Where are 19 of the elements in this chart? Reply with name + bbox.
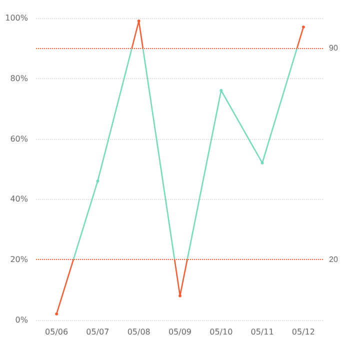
point [260, 161, 264, 164]
y-tick-label: 80% [10, 74, 28, 83]
x-tick-label: 05/12 [292, 328, 315, 336]
point [220, 88, 223, 92]
y-tick-label: 100% [5, 14, 28, 22]
point [96, 180, 100, 183]
x-tick-label: 05/09 [168, 328, 192, 336]
y-tick-label: 20% [10, 255, 28, 264]
x-tick-label: 05/07 [86, 328, 110, 336]
x-tick-label: 05/08 [127, 328, 150, 336]
y-tick-label: 60% [10, 134, 28, 144]
x-tick-label: 05/11 [250, 328, 274, 336]
y-tick-label: 0% [15, 316, 28, 324]
x-tick-label: 05/06 [45, 328, 68, 336]
y-tick-label: 40% [10, 194, 28, 204]
line-series [55, 20, 305, 316]
ref-line-label: 20 [329, 255, 338, 264]
x-tick-label: 05/10 [210, 328, 233, 336]
ref-line-label: 90 [329, 44, 338, 53]
